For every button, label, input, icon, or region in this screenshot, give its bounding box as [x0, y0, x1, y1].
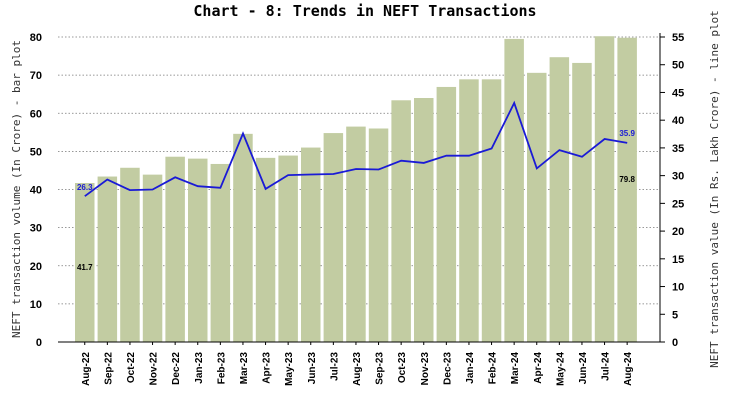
- bar-data-label-last: 79.8: [619, 175, 635, 184]
- y-left-tick-label: 0: [36, 337, 42, 349]
- y-left-tick-label: 80: [30, 32, 42, 44]
- y-left-tick-label: 60: [30, 108, 42, 120]
- y-left-tick-label: 10: [30, 299, 42, 311]
- x-tick-label: Nov-22: [149, 352, 160, 386]
- bar: [594, 36, 615, 343]
- x-tick-label: Dec-22: [171, 352, 182, 385]
- x-tick-label: Jul-23: [329, 352, 340, 381]
- x-tick-label: Sep-23: [375, 352, 386, 385]
- bar: [504, 38, 524, 342]
- y-right-tick-label: 0: [672, 337, 678, 349]
- y-right-tick-label: 15: [672, 254, 684, 266]
- y-right-tick-label: 45: [672, 87, 684, 99]
- x-tick-label: Mar-23: [239, 352, 250, 385]
- data-labels: 26.3 35.9 41.7 79.8: [77, 129, 636, 272]
- y-right-tick-label: 5: [672, 309, 678, 321]
- bar: [165, 156, 185, 342]
- bar: [188, 158, 208, 342]
- line-series: [84, 100, 628, 197]
- x-tick-label: Jan-24: [465, 352, 476, 384]
- x-tick-label: Oct-22: [126, 352, 137, 384]
- x-tick-label: Apr-24: [533, 352, 544, 384]
- axes: [58, 33, 665, 345]
- x-tick-label: Aug-23: [352, 352, 363, 386]
- x-tick-label: Oct-23: [397, 352, 408, 384]
- y-right-tick-label: 10: [672, 282, 684, 294]
- x-tick-label: Aug-22: [81, 352, 92, 386]
- x-tick-label: Feb-23: [216, 352, 227, 385]
- bar: [346, 126, 366, 342]
- bar: [142, 174, 163, 342]
- bar: [97, 176, 118, 342]
- bar: [414, 98, 434, 342]
- bar: [572, 62, 592, 343]
- bar: [617, 37, 637, 342]
- y-right-tick-label: 30: [672, 171, 684, 183]
- x-tick-label: Jun-24: [578, 352, 589, 385]
- bar: [120, 167, 140, 342]
- bar-data-label-first: 41.7: [77, 263, 93, 272]
- bar: [481, 79, 502, 342]
- bar: [323, 133, 344, 342]
- bar: [436, 86, 457, 342]
- y-right-tick-label: 55: [672, 32, 684, 44]
- bar: [368, 128, 389, 342]
- bar: [233, 133, 253, 342]
- bar: [527, 72, 547, 343]
- line-data-label-last: 35.9: [619, 129, 635, 138]
- x-tick-label: Sep-22: [103, 352, 114, 385]
- y-right-tick-label: 25: [672, 198, 684, 210]
- x-tick-label: Jan-23: [194, 352, 205, 384]
- y-left-tick-label: 40: [30, 185, 42, 197]
- bar: [75, 183, 95, 342]
- line-data-label-first: 26.3: [77, 183, 93, 192]
- y-right-tick-label: 50: [672, 60, 684, 72]
- x-tick-label: Mar-24: [510, 352, 521, 385]
- bar: [278, 155, 298, 342]
- y-left-tick-label: 30: [30, 223, 42, 235]
- x-tick-label: Jul-24: [601, 352, 612, 381]
- bar: [391, 100, 411, 342]
- tick-labels: 0 10 20 30 40 50 60 70 80 0 5 10 15 20 25 30 35 40 45 50 55 A…: [30, 32, 685, 386]
- x-tick-label: Feb-24: [488, 352, 499, 385]
- y-right-tick-label: 35: [672, 143, 684, 155]
- value-line: [84, 100, 628, 197]
- x-tick-label: Jun-23: [307, 352, 318, 385]
- bar: [210, 163, 231, 342]
- x-tick-label: May-23: [284, 352, 295, 386]
- y-right-tick-label: 20: [672, 226, 684, 238]
- y-axis-left-label: NEFT transaction volume (In Crore) - bar…: [10, 40, 23, 338]
- bar-series: [75, 36, 637, 343]
- x-tick-label: May-24: [555, 352, 566, 386]
- y-right-tick-label: 40: [672, 115, 684, 127]
- x-tick-label: Apr-23: [262, 352, 273, 384]
- x-tick-label: Dec-23: [442, 352, 453, 385]
- bar: [459, 79, 479, 342]
- y-left-tick-label: 70: [30, 70, 42, 82]
- y-left-tick-label: 20: [30, 261, 42, 273]
- y-axis-right-label: NEFT transaction value (In Rs. Lakh Cror…: [708, 10, 721, 368]
- bar: [301, 147, 321, 342]
- x-tick-label: Aug-24: [623, 352, 634, 386]
- bar: [549, 57, 570, 343]
- chart-title: Chart - 8: Trends in NEFT Transactions: [193, 2, 536, 20]
- x-tick-label: Nov-23: [420, 352, 431, 386]
- y-left-tick-label: 50: [30, 146, 42, 158]
- bar: [255, 157, 276, 342]
